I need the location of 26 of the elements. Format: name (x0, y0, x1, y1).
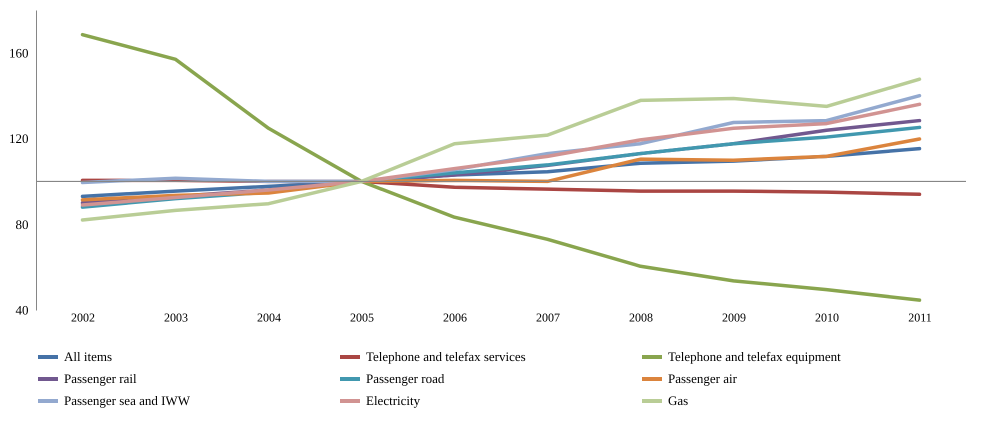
x-tick-label: 2006 (443, 310, 467, 324)
x-tick-label: 2011 (908, 310, 932, 324)
x-tick-label: 2007 (536, 310, 560, 324)
x-tick-label: 2010 (815, 310, 839, 324)
legend-label: Electricity (366, 393, 421, 408)
legend-label: Gas (668, 393, 688, 408)
x-tick-label: 2008 (629, 310, 653, 324)
x-tick-label: 2004 (257, 310, 281, 324)
y-tick-label: 40 (16, 302, 28, 318)
legend-label: All items (64, 349, 112, 364)
legend-label: Passenger sea and IWW (64, 393, 191, 408)
y-tick-label: 120 (9, 131, 28, 146)
x-tick-label: 2003 (164, 310, 188, 324)
line-series (80, 77, 922, 222)
y-tick-label: 80 (16, 216, 28, 232)
x-tick-label: 2002 (71, 310, 95, 324)
legend-label: Telephone and telefax services (366, 349, 526, 364)
line-series (80, 102, 922, 207)
y-tick-label: 160 (9, 45, 28, 60)
legend-label: Telephone and telefax equipment (668, 349, 842, 364)
x-tick-label: 2005 (350, 310, 374, 324)
legend-label: Passenger rail (64, 371, 137, 386)
legend-label: Passenger air (668, 371, 738, 386)
legend-label: Passenger road (366, 371, 445, 386)
x-tick-label: 2009 (722, 310, 746, 324)
line-series (80, 32, 922, 302)
